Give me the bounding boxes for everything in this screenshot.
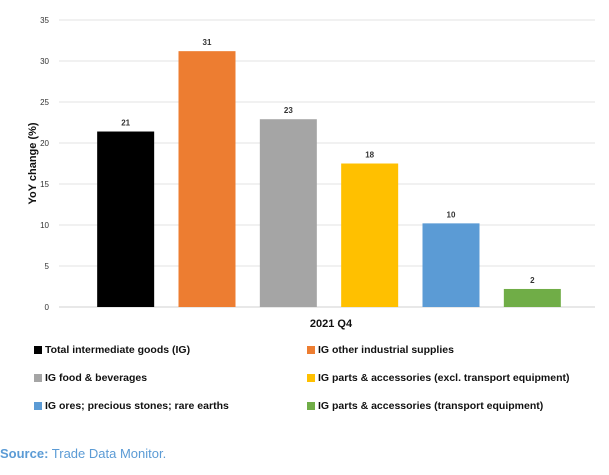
bar	[259, 119, 317, 307]
bars	[97, 51, 561, 307]
source-text: Trade Data Monitor.	[48, 446, 167, 461]
x-axis-category-label: 2021 Q4	[310, 318, 353, 330]
legend-label: IG food & beverages	[45, 372, 148, 384]
y-tick-label: 25	[40, 98, 49, 107]
data-label: 31	[203, 38, 212, 47]
legend-label: IG ores; precious stones; rare earths	[45, 400, 229, 412]
legend-label: IG other industrial supplies	[318, 344, 454, 356]
y-tick-label: 20	[40, 139, 49, 148]
legend-swatch	[307, 402, 315, 410]
y-tick-label: 15	[40, 180, 49, 189]
legend-swatch	[34, 402, 42, 410]
data-label: 10	[447, 210, 456, 219]
legend-swatch	[34, 374, 42, 382]
data-label: 2	[530, 276, 535, 285]
chart-legend: Total intermediate goods (IG) IG other in…	[34, 343, 604, 413]
y-axis-title: YoY change (%)	[27, 122, 39, 204]
legend-label: IG parts & accessories (excl. transport …	[318, 372, 570, 384]
data-label: 21	[121, 119, 130, 128]
data-label: 18	[365, 151, 374, 160]
source-label: Source:	[0, 446, 49, 461]
legend-item: Total intermediate goods (IG)	[34, 343, 307, 357]
data-labels: 21 31 23 18 10 2	[121, 38, 535, 285]
legend-item: IG food & beverages	[34, 371, 307, 385]
y-tick-label: 10	[40, 221, 49, 230]
y-tick-label: 30	[40, 57, 49, 66]
legend-item: IG ores; precious stones; rare earths	[34, 399, 307, 413]
bar	[97, 131, 155, 307]
bar	[178, 51, 236, 307]
bar	[341, 163, 399, 307]
legend-swatch	[307, 374, 315, 382]
bar-chart: 0 5 10 15 20 25 30 35 21 31 23 18 10 2 2021 Q4 YoY c…	[27, 16, 595, 330]
source-note: Source: Trade Data Monitor.	[0, 446, 166, 461]
bar	[503, 288, 561, 307]
data-label: 23	[284, 106, 293, 115]
y-tick-label: 35	[40, 16, 49, 25]
legend-item: IG other industrial supplies	[307, 343, 604, 357]
legend-swatch	[307, 346, 315, 354]
legend-item: IG parts & accessories (transport equipm…	[307, 399, 604, 413]
legend-label: IG parts & accessories (transport equipm…	[318, 400, 544, 412]
y-tick-label: 5	[45, 262, 50, 271]
bar	[422, 223, 480, 307]
y-axis-ticks: 0 5 10 15 20 25 30 35	[40, 16, 49, 312]
legend-label: Total intermediate goods (IG)	[45, 344, 191, 356]
legend-item: IG parts & accessories (excl. transport …	[307, 371, 604, 385]
y-tick-label: 0	[45, 303, 50, 312]
legend-swatch	[34, 346, 42, 354]
